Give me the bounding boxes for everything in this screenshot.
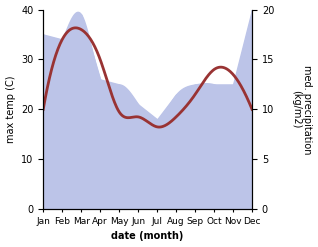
- Y-axis label: med. precipitation
(kg/m2): med. precipitation (kg/m2): [291, 65, 313, 154]
- Y-axis label: max temp (C): max temp (C): [5, 76, 16, 143]
- X-axis label: date (month): date (month): [111, 231, 184, 242]
